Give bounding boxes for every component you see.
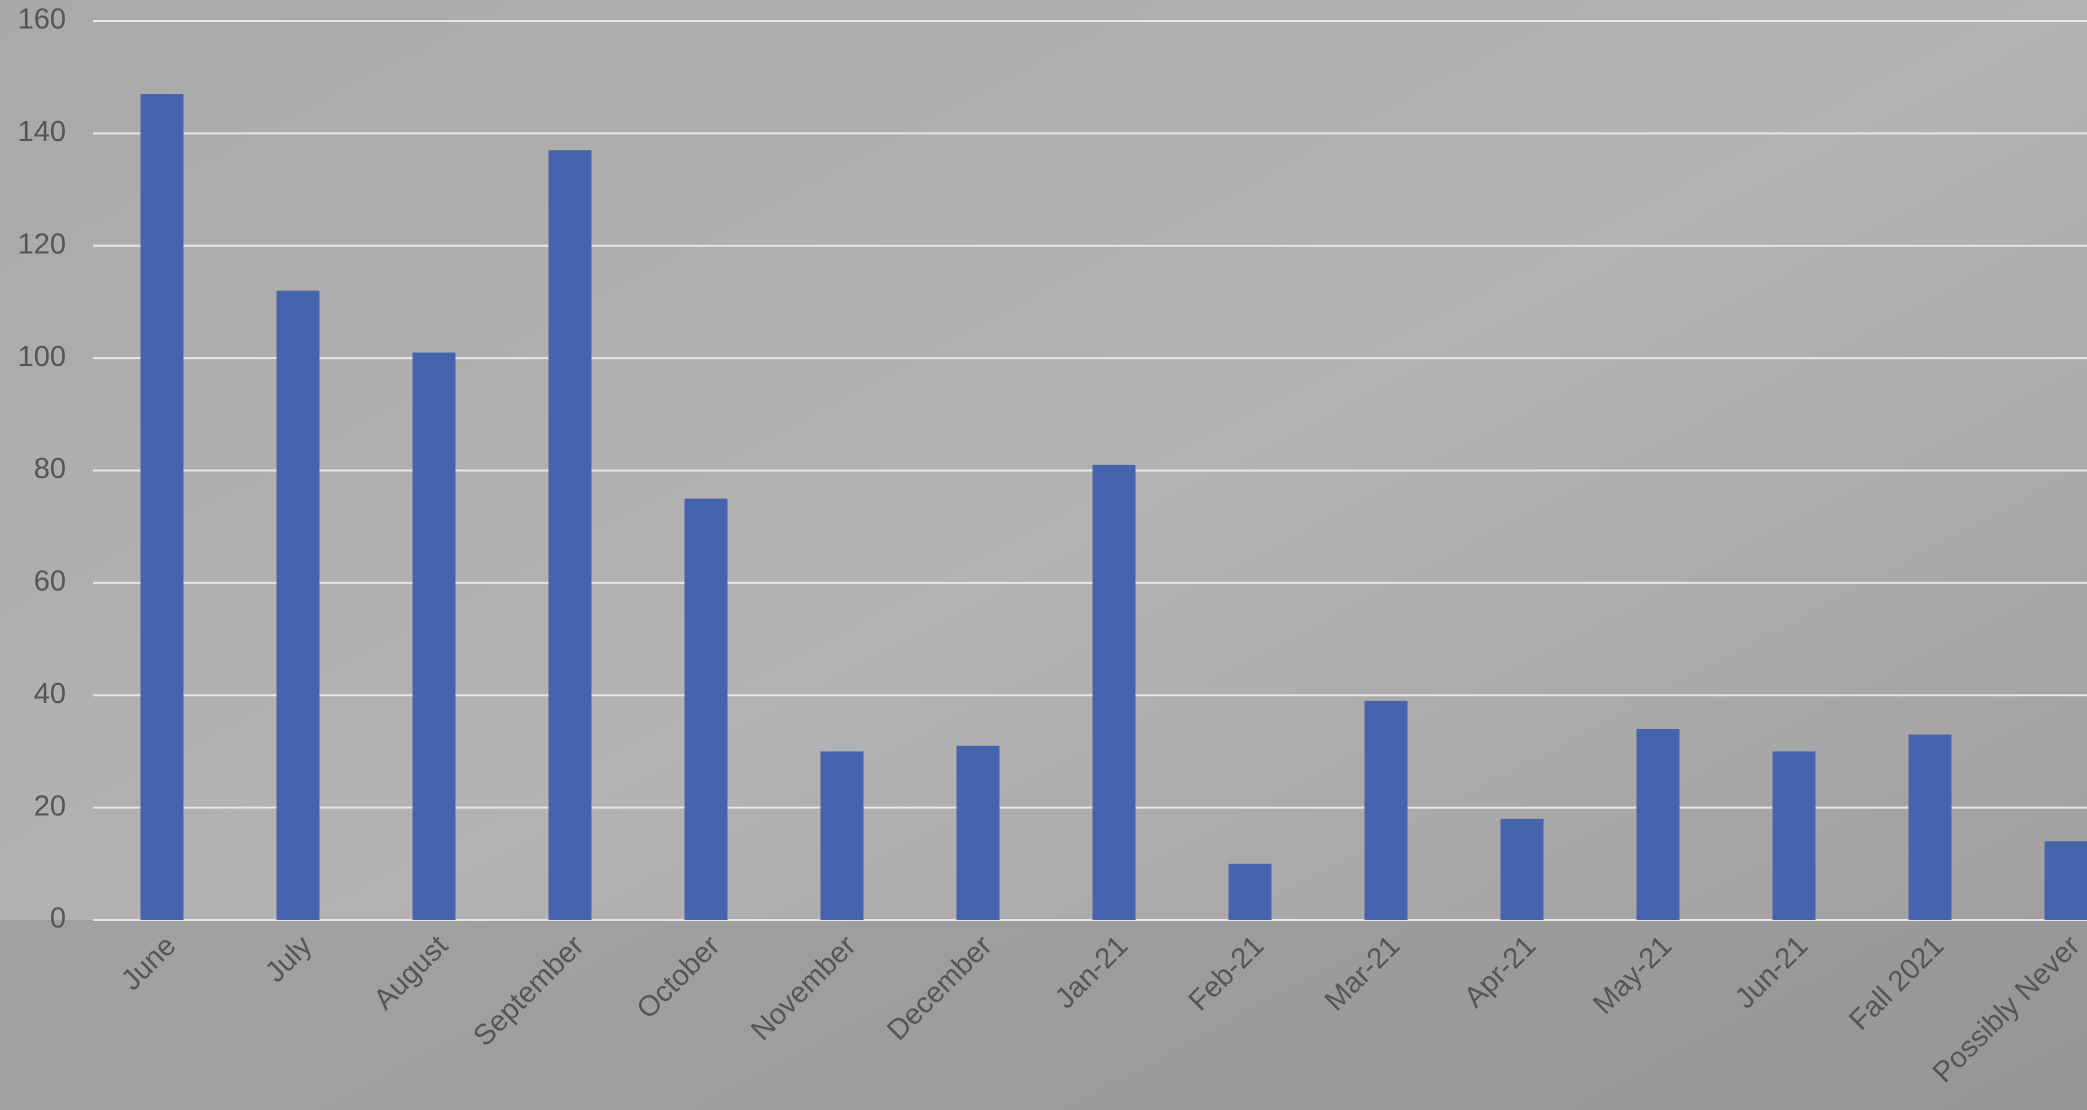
bar (140, 94, 184, 920)
bar (1908, 734, 1952, 920)
y-tick-label: 80 (34, 453, 66, 485)
y-tick-label: 100 (18, 341, 66, 373)
bar (276, 290, 320, 920)
bar (1636, 728, 1680, 920)
bar (2044, 841, 2087, 920)
bar (956, 745, 1000, 920)
bar (1092, 464, 1136, 920)
y-tick-label: 160 (18, 4, 66, 36)
bar (1364, 700, 1408, 920)
bar (1228, 863, 1272, 920)
bar (684, 498, 728, 920)
y-tick-label: 0 (50, 903, 66, 935)
bar (820, 751, 864, 920)
y-tick-label: 40 (34, 678, 66, 710)
y-tick-label: 60 (34, 566, 66, 598)
y-tick-label: 120 (18, 228, 66, 260)
bar (412, 352, 456, 921)
audience-area (0, 920, 2087, 1110)
bar (1500, 818, 1544, 920)
y-tick-label: 140 (18, 116, 66, 148)
bar (1772, 751, 1816, 920)
bar (548, 150, 592, 920)
y-tick-label: 20 (34, 790, 66, 822)
